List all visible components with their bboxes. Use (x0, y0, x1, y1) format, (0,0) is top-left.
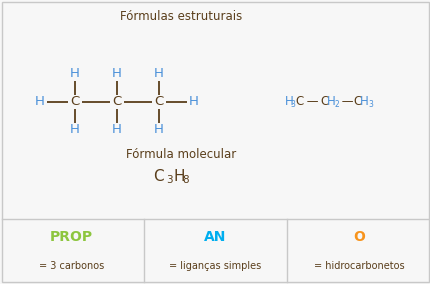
Text: AN: AN (204, 230, 226, 244)
Text: H: H (154, 124, 163, 136)
Text: O: O (353, 230, 364, 244)
Text: H: H (173, 170, 185, 184)
Text: 3: 3 (166, 175, 172, 185)
Text: C: C (154, 95, 163, 108)
Text: 3: 3 (367, 101, 372, 109)
Text: H: H (112, 67, 122, 80)
Text: Fórmulas estruturais: Fórmulas estruturais (120, 9, 242, 22)
Text: H: H (154, 67, 163, 80)
Text: —: — (337, 95, 356, 108)
Text: = liganças simples: = liganças simples (169, 261, 261, 271)
Text: C: C (294, 95, 303, 108)
Text: H: H (70, 67, 80, 80)
Text: H: H (189, 95, 199, 108)
Text: 8: 8 (181, 175, 188, 185)
Text: H: H (359, 95, 368, 108)
Text: = 3 carbonos: = 3 carbonos (39, 261, 104, 271)
Text: H: H (70, 124, 80, 136)
Text: H: H (112, 124, 122, 136)
Text: H: H (326, 95, 335, 108)
Text: C: C (112, 95, 121, 108)
Text: 3: 3 (290, 101, 295, 109)
Text: = hidrocarbonetos: = hidrocarbonetos (313, 261, 404, 271)
Text: H: H (284, 95, 293, 108)
Text: —: — (302, 95, 322, 108)
Text: C: C (153, 170, 163, 184)
Text: Fórmula molecular: Fórmula molecular (126, 149, 236, 161)
Text: C: C (352, 95, 360, 108)
Text: H: H (35, 95, 45, 108)
Text: PROP: PROP (50, 230, 93, 244)
Text: 2: 2 (334, 101, 339, 109)
Text: C: C (70, 95, 80, 108)
Text: C: C (319, 95, 328, 108)
